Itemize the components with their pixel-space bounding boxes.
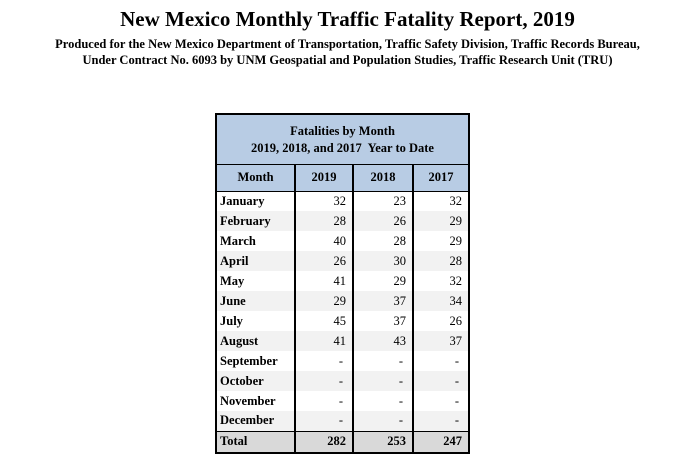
total-2018: 253 [352,430,413,452]
table-row: July 45 37 26 [217,311,468,331]
value-cell-2018: - [352,411,413,431]
value-cell-2019: - [294,351,353,371]
value-cell-2017: - [412,371,468,391]
value-cell-2018: 43 [352,331,413,351]
value-cell-2017: 26 [412,311,468,331]
caption-line2: 2019, 2018, and 2017 Year to Date [251,141,434,155]
column-header-2018: 2018 [352,165,413,192]
table-caption: Fatalities by Month 2019, 2018, and 2017… [217,115,468,165]
total-2019: 282 [294,430,353,452]
month-cell: May [220,273,245,288]
value-cell-2019: 28 [294,211,353,231]
value-cell-2017: 32 [412,271,468,291]
month-cell: July [220,313,243,328]
total-row: Total 282 253 247 [217,430,468,452]
month-cell: December [217,411,295,431]
table-row: May 41 29 32 [217,271,468,291]
value-cell-2017: 34 [412,291,468,311]
month-cell: August [217,331,295,351]
report-subtitle-line2: Under Contract No. 6093 by UNM Geospatia… [82,53,613,67]
table-row: June 29 37 34 [217,291,468,311]
value-cell-2017: - [412,411,468,431]
column-header-2017: 2017 [412,165,468,192]
month-cell: February [217,211,295,231]
report-title: New Mexico Monthly Traffic Fatality Repo… [120,7,575,31]
value-cell-2018: - [352,351,413,371]
value-cell-2018: - [352,371,413,391]
table-row: November - - - [217,391,468,411]
table-row: February 28 26 29 [217,211,468,231]
column-header-2019: 2019 [294,165,353,192]
column-header-month: Month [217,165,295,192]
report-subtitle-line1: Produced for the New Mexico Department o… [55,37,640,51]
value-cell-2017: - [412,391,468,411]
value-cell-2017: 28 [412,251,468,271]
total-2017: 247 [412,430,468,452]
value-cell-2019: 41 [294,331,353,351]
value-cell-2019: 40 [294,231,353,251]
value-cell-2017: - [412,351,468,371]
month-cell: November [220,393,276,408]
value-cell-2019: 29 [294,291,353,311]
value-cell-2019: 41 [294,271,353,291]
month-cell: October [217,371,295,391]
value-cell-2017: 29 [412,231,468,251]
caption-line1: Fatalities by Month [290,124,395,138]
total-label: Total [217,430,295,452]
value-cell-2018: 30 [352,251,413,271]
month-cell: June [217,291,295,311]
value-cell-2018: 28 [352,231,413,251]
value-cell-2019: 32 [294,191,353,211]
value-cell-2018: 29 [352,271,413,291]
table-row: August 41 43 37 [217,331,468,351]
value-cell-2018: 37 [352,291,413,311]
month-cell: March [220,233,256,248]
column-header-row: Month 2019 2018 2017 [217,165,468,192]
value-cell-2019: - [294,371,353,391]
month-cell: September [220,353,278,368]
value-cell-2018: 26 [352,211,413,231]
month-cell: April [217,251,295,271]
value-cell-2019: 26 [294,251,353,271]
fatalities-table: Fatalities by Month 2019, 2018, and 2017… [215,113,470,454]
value-cell-2017: 29 [412,211,468,231]
month-cell: January [220,193,265,208]
table-row: October - - - [217,371,468,391]
value-cell-2019: 45 [294,311,353,331]
value-cell-2019: - [294,411,353,431]
value-cell-2019: - [294,391,353,411]
value-cell-2018: 37 [352,311,413,331]
value-cell-2017: 32 [412,191,468,211]
table-row: April 26 30 28 [217,251,468,271]
value-cell-2018: 23 [352,191,413,211]
table-row: September - - - [217,351,468,371]
value-cell-2017: 37 [412,331,468,351]
table-row: December - - - [217,411,468,431]
value-cell-2018: - [352,391,413,411]
table-row: January 32 23 32 [217,191,468,211]
table-row: March 40 28 29 [217,231,468,251]
